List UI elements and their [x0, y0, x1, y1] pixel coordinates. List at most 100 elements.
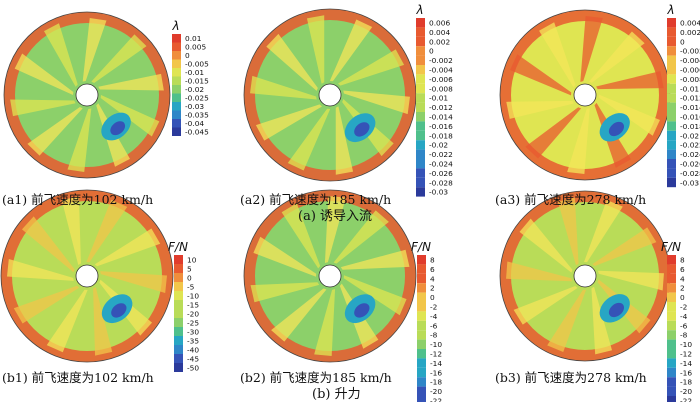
colorbar-tick-label: -0.03 — [680, 178, 699, 187]
colorbar-swatch — [174, 327, 183, 336]
blade-wake — [335, 106, 354, 175]
colorbar-tick-label: -0.014 — [680, 103, 700, 112]
blade-wake — [525, 107, 582, 159]
colorbar-swatch — [667, 102, 676, 112]
colorbar-tick-label: -0.024 — [680, 150, 700, 159]
colorbar-tick-label: -0.018 — [680, 122, 700, 131]
blade-wake — [14, 53, 74, 95]
colorbar-swatch — [417, 273, 426, 284]
colorbar-swatch — [667, 349, 676, 359]
colorbar-tick-label: -2 — [680, 303, 687, 312]
blade-wake — [598, 94, 660, 136]
colorbar-tick-label: -0.022 — [429, 150, 453, 159]
colorbar-tick-label: -0.004 — [680, 56, 700, 65]
colorbar-swatch — [667, 339, 676, 349]
colorbar-swatch — [417, 396, 426, 406]
colorbar-tick-label: 0.004 — [680, 19, 700, 28]
colorbar-swatch — [416, 168, 425, 178]
colorbar-swatch — [172, 102, 181, 111]
colorbar-tick-label: -35 — [187, 336, 199, 345]
colorbar-tick-label: -20 — [187, 309, 199, 318]
group-caption-a: (a) 诱导入流 — [298, 209, 373, 224]
colorbar-a2: λ 0.0060.0040.0020-0.002-0.004-0.006-0.00… — [415, 3, 453, 197]
colorbar-swatch — [667, 311, 676, 321]
colorbar-tick-label: 8 — [430, 256, 435, 265]
rotor-hub — [75, 264, 99, 288]
colorbar-tick-label: -22 — [430, 397, 442, 403]
colorbar-swatch — [667, 65, 676, 75]
colorbar-tick-label: 0.01 — [185, 34, 202, 43]
colorbar-swatch — [667, 330, 676, 340]
colorbar-tick-label: -12 — [430, 350, 442, 359]
colorbar-swatch — [667, 130, 676, 141]
colorbar-tick-label: -0.028 — [680, 169, 700, 178]
colorbar-tick-label: -45 — [187, 354, 199, 363]
colorbar-swatch — [667, 283, 676, 293]
colorbar-tick-label: -0.01 — [185, 68, 204, 77]
colorbar-swatch — [417, 330, 426, 340]
colorbar-tick-label: -5 — [187, 282, 195, 291]
colorbar-swatch — [667, 27, 676, 37]
colorbar-swatch — [174, 318, 183, 327]
colorbar-swatch — [174, 336, 183, 345]
colorbar-tick-label: -40 — [187, 345, 199, 354]
colorbar-swatch — [172, 42, 181, 51]
colorbar-tick-label: -0.02 — [680, 131, 699, 140]
colorbar-swatch — [174, 264, 183, 273]
blade-wake — [46, 289, 88, 353]
colorbar-tick-label: -15 — [187, 300, 199, 309]
blade-wake — [94, 228, 161, 267]
blade-wake — [98, 73, 164, 91]
colorbar-tick-label: -0.014 — [429, 113, 453, 122]
legend-title: F/N — [411, 240, 431, 254]
blade-wake — [580, 16, 603, 82]
colorbar-tick-label: 0 — [429, 47, 434, 56]
blade-wake — [13, 285, 80, 324]
blade-wake — [306, 15, 325, 84]
colorbar-tick-label: -14 — [680, 359, 692, 368]
blade-wake — [547, 289, 586, 352]
blade-wake — [340, 249, 410, 270]
colorbar-swatch — [667, 18, 676, 28]
rotor-disk-a1 — [3, 11, 171, 179]
colorbar-tick-label: -0.015 — [185, 77, 209, 86]
colorbar-tick-label: -25 — [187, 318, 199, 327]
blade-wake — [506, 261, 573, 282]
colorbar-swatch — [174, 309, 183, 318]
caption-a3: (a3) 前飞速度为278 km/h — [495, 192, 647, 207]
colorbar-swatch — [174, 291, 183, 300]
colorbar-tick-label: -0.045 — [185, 128, 209, 137]
colorbar-swatch — [416, 121, 425, 131]
colorbar-tick-label: 0 — [680, 293, 685, 302]
blade-wake — [82, 18, 107, 82]
colorbar-swatch — [417, 302, 426, 312]
colorbar-tick-label: 0.005 — [185, 43, 206, 52]
colorbar-tick-label: -0.016 — [680, 113, 700, 122]
blade-wake — [510, 54, 572, 96]
blade-wake — [287, 108, 331, 171]
colorbar-tick-label: 4 — [430, 274, 435, 283]
blade-wake — [255, 104, 322, 141]
colorbar-swatch — [667, 112, 676, 122]
blade-wake — [67, 108, 92, 172]
colorbar-swatch — [667, 302, 676, 312]
colorbar-tick-label: -0.02 — [185, 85, 204, 94]
colorbar-tick-label: 6 — [680, 265, 685, 274]
colorbar-tick-label: -8 — [430, 331, 438, 340]
colorbar-a3: λ0.0040.0020-0.002-0.004-0.006-0.008-0.0… — [666, 3, 700, 187]
colorbar-swatch — [416, 55, 425, 65]
colorbar-tick-label: -12 — [680, 350, 692, 359]
colorbar-swatch — [667, 177, 676, 188]
colorbar-swatch — [172, 127, 181, 136]
colorbar-tick-label: -0.006 — [429, 75, 453, 84]
colorbar-swatch — [172, 68, 181, 77]
colorbar-swatch — [416, 159, 425, 169]
colorbar-tick-label: -0.012 — [429, 103, 453, 112]
blade-wake — [86, 199, 128, 263]
colorbar-swatch — [172, 76, 181, 85]
colorbar-tick-label: -8 — [680, 331, 688, 340]
blade-wake — [338, 49, 405, 86]
rotor-hub — [75, 83, 99, 107]
colorbar-tick-label: 2 — [430, 284, 435, 293]
